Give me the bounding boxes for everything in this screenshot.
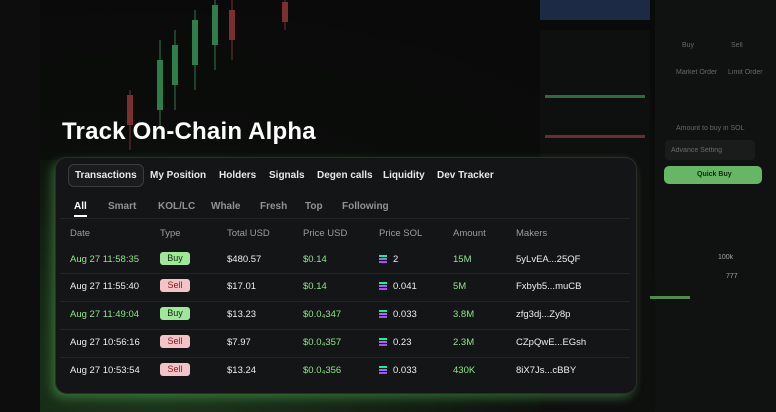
sol-icon [379, 255, 387, 263]
divider [60, 357, 630, 358]
price-sol: 0.041 [393, 281, 417, 292]
filter[interactable]: All [74, 201, 87, 217]
price-usd: $0.0₄357 [303, 337, 342, 348]
date: Aug 27 11:49:04 [70, 309, 140, 320]
sol-icon [379, 366, 387, 374]
amount: 5M [453, 281, 467, 292]
price-usd: $0.14 [303, 254, 327, 265]
date: Aug 27 10:56:16 [70, 337, 140, 348]
column-header: Type [160, 228, 181, 239]
tab[interactable]: Degen calls [317, 170, 373, 181]
column-header: Price USD [303, 228, 348, 239]
column-header: Price SOL [379, 228, 423, 239]
price-usd: $0.14 [303, 281, 327, 292]
date: Aug 27 11:58:35 [70, 254, 140, 265]
maker[interactable]: 5yLvEA...25QF [516, 254, 581, 265]
type-badge: Buy [160, 307, 190, 320]
bg-label: Sell [731, 42, 743, 49]
bg-label: 777 [726, 273, 738, 280]
tab[interactable]: Liquidity [383, 170, 425, 181]
bg-label: Amount to buy in SOL [676, 125, 745, 132]
total-usd: $480.57 [227, 254, 262, 265]
column-header: Amount [453, 228, 486, 239]
type-badge: Sell [160, 279, 190, 292]
type-badge: Buy [160, 252, 190, 265]
date: Aug 27 10:53:54 [70, 365, 140, 376]
column-header: Date [70, 228, 91, 239]
maker[interactable]: Fxbyb5...muCB [516, 281, 582, 292]
filter[interactable]: Smart [108, 201, 137, 212]
date: Aug 27 11:55:40 [70, 281, 140, 292]
price-sol: 0.23 [393, 337, 412, 348]
filter[interactable]: Following [342, 201, 389, 212]
maker[interactable]: 8iX7Js...cBBY [516, 365, 577, 376]
total-usd: $13.23 [227, 309, 257, 320]
tab[interactable]: My Position [150, 170, 207, 181]
sol-icon [379, 338, 387, 346]
price-sol: 0.033 [393, 365, 417, 376]
type-badge: Sell [160, 335, 190, 348]
price-usd: $0.0₄356 [303, 365, 342, 376]
maker[interactable]: CZpQwE...EGsh [516, 337, 587, 348]
type-badge: Sell [160, 363, 190, 376]
filter[interactable]: Whale [211, 201, 241, 212]
transactions-panel [55, 157, 637, 394]
maker[interactable]: zfg3dj...Zy8p [516, 309, 571, 320]
filter[interactable]: KOL/LC [158, 201, 196, 212]
headline: Track On-Chain Alpha [62, 118, 316, 145]
divider [60, 301, 630, 302]
column-header: Total USD [227, 228, 270, 239]
divider [60, 329, 630, 330]
divider [60, 218, 630, 219]
total-usd: $13.24 [227, 365, 257, 376]
filter[interactable]: Top [305, 201, 323, 212]
total-usd: $7.97 [227, 337, 251, 348]
bg-label: Market Order [676, 69, 718, 76]
bg-label: Limit Order [728, 69, 763, 76]
bg-label: Advance Setting [671, 147, 722, 154]
divider [60, 273, 630, 274]
price-usd: $0.0₄347 [303, 309, 342, 320]
filter[interactable]: Fresh [260, 201, 288, 212]
tab[interactable]: Signals [269, 170, 305, 181]
sol-icon [379, 282, 387, 290]
price-sol: 0.033 [393, 309, 417, 320]
amount: 3.8M [453, 309, 475, 320]
tab[interactable]: Transactions [68, 164, 144, 187]
amount: 2.3M [453, 337, 475, 348]
price-sol: 2 [393, 254, 399, 265]
amount: 430K [453, 365, 476, 376]
tab[interactable]: Holders [219, 170, 257, 181]
bg-label: Quick Buy [697, 171, 732, 178]
bg-label: 100k [718, 254, 734, 261]
bg-label: Buy [682, 42, 695, 49]
sol-icon [379, 310, 387, 318]
total-usd: $17.01 [227, 281, 257, 292]
tab[interactable]: Dev Tracker [437, 170, 494, 181]
column-header: Makers [516, 228, 548, 239]
amount: 15M [453, 254, 472, 265]
